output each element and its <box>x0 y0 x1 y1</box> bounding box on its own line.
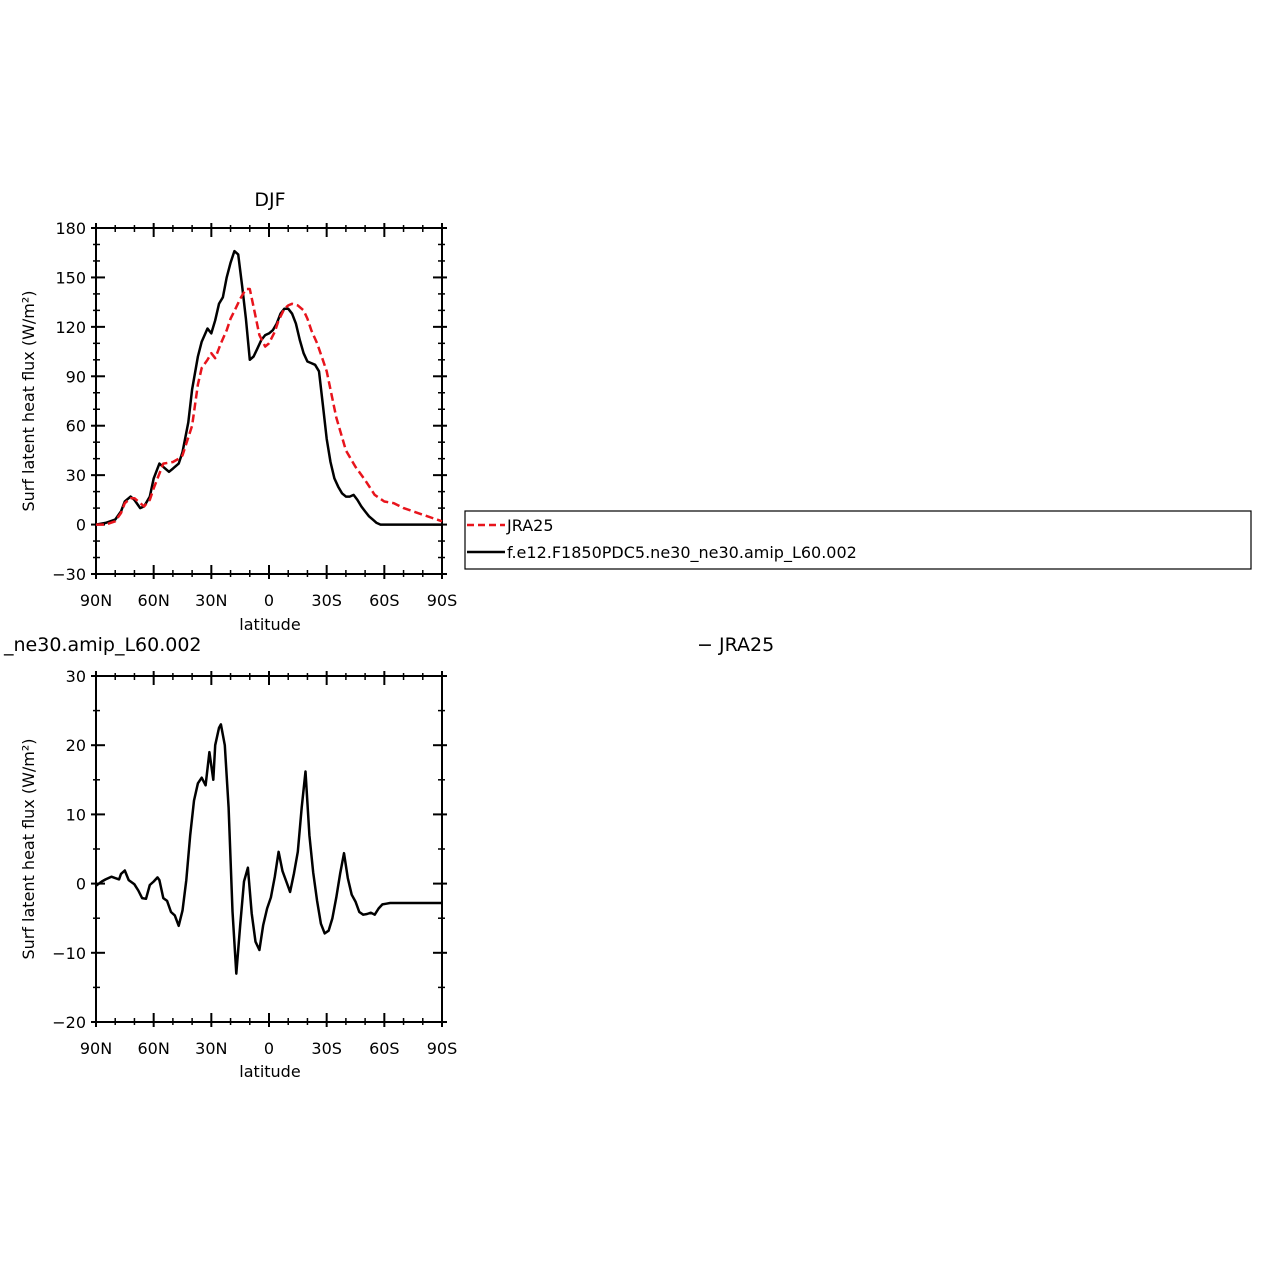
top-ytick-label: 90 <box>66 367 86 386</box>
bottom-ytick-label: −20 <box>52 1013 86 1032</box>
bottom-xtick-label: 60S <box>369 1039 400 1058</box>
top-ytick-label: 180 <box>55 219 86 238</box>
top-xtick-label: 60S <box>369 591 400 610</box>
bottom-chart-title-right: − JRA25 <box>697 634 774 656</box>
bottom-ticks: 30 20 10 0 −10 −20 90N 60N 30N 0 30S 60S 90S <box>52 667 457 1058</box>
bottom-xtick-label: 90N <box>80 1039 112 1058</box>
top-ytick-label: 150 <box>55 268 86 287</box>
bottom-x-axis-label: latitude <box>239 1062 300 1081</box>
bottom-ytick-label: 0 <box>76 875 86 894</box>
top-panel: DJF 180 150 120 90 60 30 0 −30 90N 60N 30N 0 30S 60S 9… <box>19 189 457 634</box>
top-ytick-label: 30 <box>66 466 86 485</box>
top-ticks: 180 150 120 90 60 30 0 −30 90N 60N 30N 0 30S 60S 90S <box>52 219 457 610</box>
legend: JRA25 f.e12.F1850PDC5.ne30_ne30.amip_L60… <box>464 510 1252 570</box>
bottom-ytick-label: 10 <box>66 805 86 824</box>
top-ytick-label: 60 <box>66 417 86 436</box>
bottom-xtick-label: 90S <box>427 1039 458 1058</box>
top-x-axis-label: latitude <box>239 615 300 634</box>
top-series-line-0 <box>96 287 443 526</box>
top-xtick-label: 90S <box>427 591 458 610</box>
top-ytick-label: 0 <box>76 516 86 535</box>
top-chart-title: DJF <box>254 189 285 211</box>
top-xtick-label: 30S <box>311 591 342 610</box>
legend-label-jra25: JRA25 <box>506 516 554 535</box>
top-y-axis-label: Surf latent heat flux (W/m²) <box>19 290 38 511</box>
bottom-y-axis-label: Surf latent heat flux (W/m²) <box>19 738 38 959</box>
bottom-xtick-label: 30N <box>195 1039 227 1058</box>
top-xtick-label: 30N <box>195 591 227 610</box>
bottom-panel: _ne30.amip_L60.002 − JRA25 30 20 10 0 −10 −20… <box>3 634 774 1081</box>
top-ytick-label: −30 <box>52 565 86 584</box>
top-xtick-label: 90N <box>80 591 112 610</box>
bottom-xtick-label: 30S <box>311 1039 342 1058</box>
bottom-ytick-label: 20 <box>66 736 86 755</box>
top-xtick-label: 0 <box>264 591 274 610</box>
bottom-series-line-0 <box>95 723 442 975</box>
bottom-xtick-label: 0 <box>264 1039 274 1058</box>
bottom-plot-frame <box>95 675 443 1023</box>
top-series-group <box>95 249 443 526</box>
top-ytick-label: 120 <box>55 318 86 337</box>
legend-box <box>464 510 1252 570</box>
legend-label-model: f.e12.F1850PDC5.ne30_ne30.amip_L60.002 <box>507 543 857 563</box>
bottom-ytick-label: −10 <box>52 944 86 963</box>
top-series-line-1 <box>95 249 442 526</box>
bottom-series-group <box>95 723 442 975</box>
bottom-chart-title-left: _ne30.amip_L60.002 <box>3 634 202 656</box>
top-plot-frame <box>95 227 443 575</box>
bottom-xtick-label: 60N <box>138 1039 170 1058</box>
bottom-ytick-label: 30 <box>66 667 86 686</box>
top-xtick-label: 60N <box>138 591 170 610</box>
